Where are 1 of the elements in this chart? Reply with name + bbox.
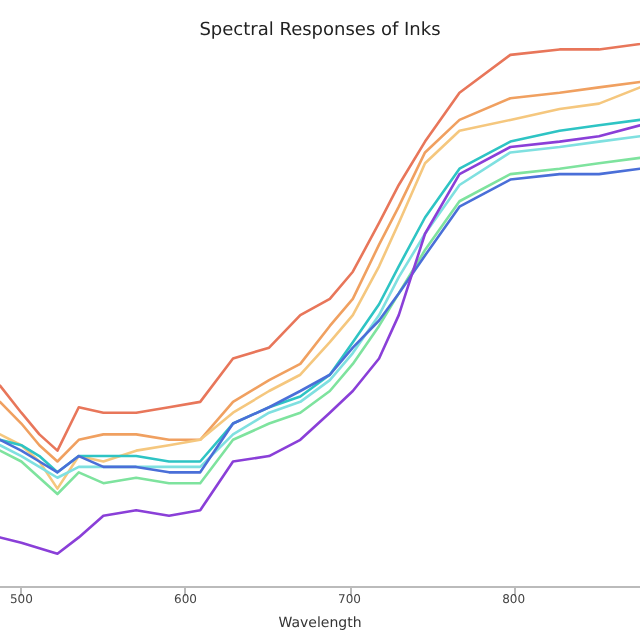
chart-title: Spectral Responses of Inks	[199, 21, 442, 41]
